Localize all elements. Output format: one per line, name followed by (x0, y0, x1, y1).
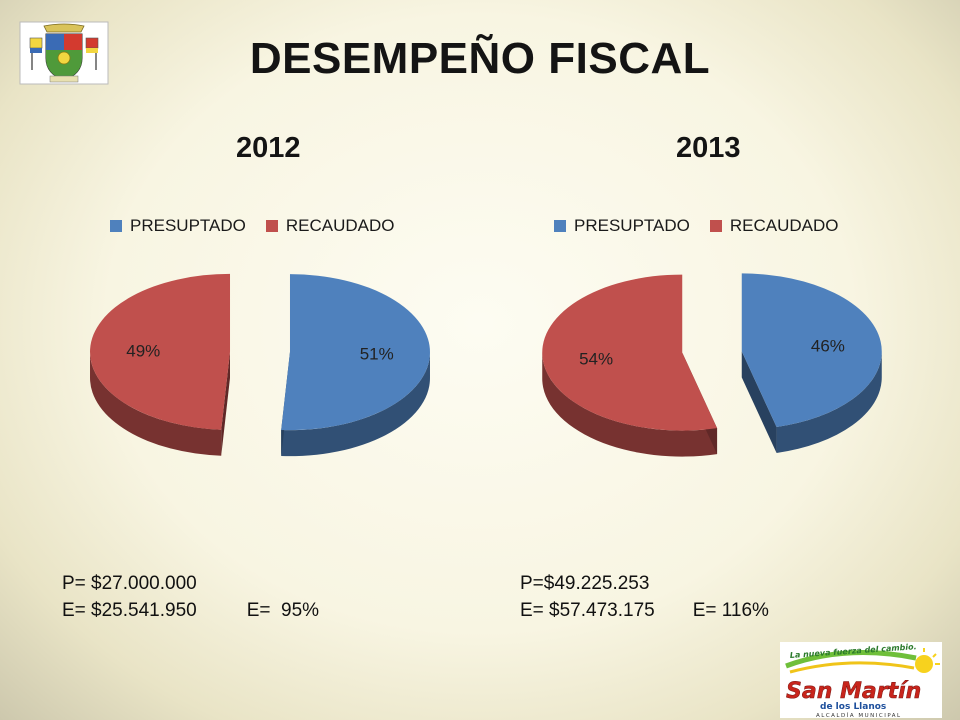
legend-label: RECAUDADO (285, 216, 395, 235)
svg-text:de los Llanos: de los Llanos (820, 702, 886, 712)
legend-swatch (265, 220, 278, 232)
pie-slice-top (281, 274, 430, 431)
pie-data-label: 49% (126, 341, 160, 360)
legend-item: PRESUPTADO (554, 216, 690, 236)
pie-slice-recaudado: 49% (90, 273, 231, 456)
san-martin-logo: La nueva fuerza del cambio. San Martín d… (780, 642, 942, 718)
coat-of-arms-icon (19, 21, 109, 85)
execution-line-2013: E= $57.473.175 E= 116% (520, 597, 769, 624)
execution-value-2013: E= $57.473.175 (520, 600, 655, 621)
chart-legend-2013: PRESUPTADO RECAUDADO (554, 216, 839, 236)
stats-2012: P= $27.000.000 E= $25.541.950 E= 95% (62, 570, 319, 624)
pie-slice-top (90, 273, 231, 430)
legend-label: RECAUDADO (729, 216, 839, 235)
chart-title-2013: 2013 (676, 132, 741, 164)
pie-slice-presuptado: 46% (741, 273, 882, 453)
execution-line-2012: E= $25.541.950 E= 95% (62, 597, 319, 624)
chart-title-2012: 2012 (236, 132, 301, 164)
legend-swatch (709, 220, 722, 232)
efficiency-2012: E= 95% (246, 600, 320, 621)
efficiency-2013: E= 116% (692, 600, 769, 621)
pie-slice-recaudado: 54% (542, 274, 718, 457)
legend-label: PRESUPTADO (574, 216, 690, 235)
pie-slice-cut-face (741, 351, 777, 453)
pie-chart-2012: 51% 49% (90, 273, 430, 457)
pie-data-label: 54% (579, 350, 613, 369)
svg-text:ALCALDÍA MUNICIPAL: ALCALDÍA MUNICIPAL (816, 712, 902, 718)
pie-slice-top (542, 274, 718, 431)
legend-item: RECAUDADO (265, 216, 395, 236)
pie-slice-cut-face (221, 351, 231, 456)
legend-label: PRESUPTADO (130, 216, 246, 235)
pie-slice-side (90, 351, 222, 456)
budget-line-2013: P=$49.225.253 (520, 573, 650, 594)
pie-chart-2013: 46% 54% (542, 273, 882, 457)
pie-slice-side (542, 352, 718, 457)
chart-legend-2012: PRESUPTADO RECAUDADO (110, 216, 395, 236)
legend-item: RECAUDADO (709, 216, 839, 236)
svg-text:San Martín: San Martín (786, 679, 921, 704)
pie-slice-side (776, 351, 882, 453)
pie-slice-presuptado: 51% (281, 274, 430, 457)
pie-data-label: 51% (360, 345, 394, 364)
legend-item: PRESUPTADO (110, 216, 246, 236)
slide-title: DESEMPEÑO FISCAL (249, 34, 711, 83)
legend-swatch (110, 220, 122, 232)
execution-value-2012: E= $25.541.950 (62, 600, 197, 621)
pie-slice-top (741, 273, 882, 427)
legend-swatch (554, 220, 566, 232)
stats-2013: P=$49.225.253 E= $57.473.175 E= 116% (520, 570, 769, 624)
pie-slice-side (281, 352, 430, 457)
budget-line-2012: P= $27.000.000 (62, 573, 197, 594)
pie-data-label: 46% (811, 336, 845, 355)
